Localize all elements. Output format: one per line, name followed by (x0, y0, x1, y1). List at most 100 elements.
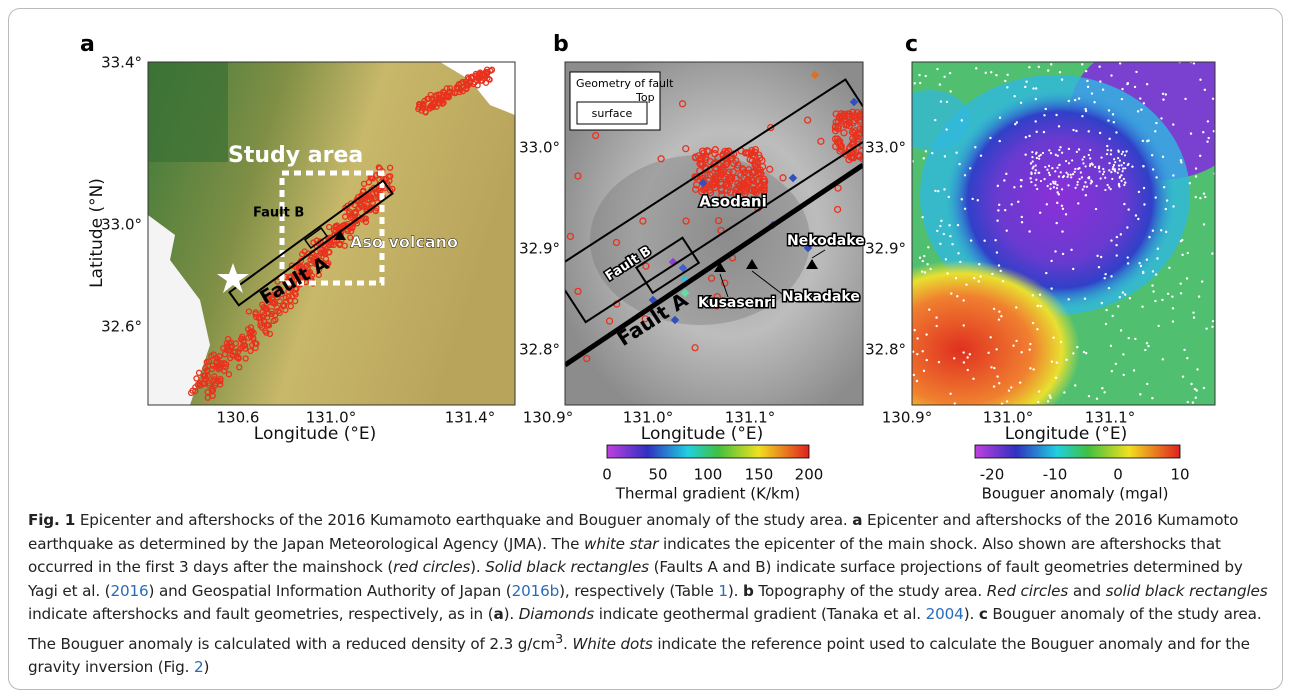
reference-dot (978, 263, 980, 265)
caption-text: a (493, 605, 503, 623)
caption-text: Red circles (987, 582, 1068, 600)
reference-dot (1108, 109, 1110, 111)
reference-dot (1089, 157, 1091, 159)
reference-dot (1123, 203, 1125, 205)
reference-dot (1088, 154, 1090, 156)
reference-dot (935, 316, 937, 318)
citation-link[interactable]: 2004 (926, 605, 964, 623)
reference-dot (1015, 306, 1017, 308)
reference-dot (1146, 342, 1148, 344)
reference-dot (1198, 295, 1200, 297)
reference-dot (1117, 305, 1119, 307)
reference-dot (1074, 171, 1076, 173)
reference-dot (948, 196, 950, 198)
reference-dot (1061, 152, 1063, 154)
reference-dot (1112, 113, 1114, 115)
reference-dot (936, 325, 938, 327)
reference-dot (1152, 270, 1154, 272)
reference-dot (1199, 197, 1201, 199)
citation-link[interactable]: 2016b (512, 582, 560, 600)
reference-dot (1167, 293, 1169, 295)
y-axis-label: Latitude (°N) (87, 178, 107, 288)
reference-dot (1025, 136, 1027, 138)
reference-dot (1078, 97, 1080, 99)
reference-dot (1028, 66, 1030, 68)
reference-dot (1043, 178, 1045, 180)
y-tick-label: 33.0° (519, 139, 560, 157)
reference-dot (1107, 149, 1109, 151)
reference-dot (1120, 233, 1122, 235)
reference-dot (937, 190, 939, 192)
reference-dot (962, 299, 964, 301)
reference-dot (1024, 86, 1026, 88)
reference-dot (1044, 166, 1046, 168)
reference-dot (1076, 151, 1078, 153)
reference-dot (962, 351, 964, 353)
reference-dot (1031, 156, 1033, 158)
reference-dot (955, 152, 957, 154)
reference-dot (996, 251, 998, 253)
citation-link[interactable]: 2016 (110, 582, 148, 600)
reference-dot (1110, 171, 1112, 173)
map-annotation: Aso volcano (350, 233, 458, 252)
reference-dot (1211, 252, 1213, 254)
reference-dot (1117, 172, 1119, 174)
reference-dot (1172, 307, 1174, 309)
x-axis-label: Longitude (°E) (1005, 424, 1127, 444)
reference-dot (1028, 230, 1030, 232)
colorbar-tick-label: 0 (1113, 466, 1123, 484)
reference-dot (925, 333, 927, 335)
reference-dot (1055, 154, 1057, 156)
reference-dot (1055, 114, 1057, 116)
reference-dot (1003, 179, 1005, 181)
reference-dot (1211, 326, 1213, 328)
reference-dot (1088, 130, 1090, 132)
reference-dot (993, 308, 995, 310)
caption-text: Epicenter and aftershocks of the 2016 Ku… (75, 511, 852, 529)
reference-dot (1085, 194, 1087, 196)
x-axis-label: Longitude (°E) (254, 424, 376, 444)
reference-dot (1050, 287, 1052, 289)
table-link[interactable]: 1 (718, 582, 728, 600)
reference-dot (1060, 171, 1062, 173)
colorbar-tick-label: -20 (980, 466, 1005, 484)
reference-dot (974, 146, 976, 148)
reference-dot (1086, 186, 1088, 188)
reference-dot (993, 367, 995, 369)
reference-dot (957, 224, 959, 226)
reference-dot (1006, 86, 1008, 88)
reference-dot (1139, 97, 1141, 99)
reference-dot (1019, 381, 1021, 383)
caption-text: Solid black rectangles (485, 558, 649, 576)
figure: a 33.4° 33.0° 32.6° 130.6 131.0° 131.4° … (0, 0, 1293, 505)
reference-dot (965, 283, 967, 285)
reference-dot (1088, 176, 1090, 178)
reference-dot (1162, 93, 1164, 95)
reference-dot (1085, 70, 1087, 72)
reference-dot (1195, 396, 1197, 398)
reference-dot (1134, 86, 1136, 88)
reference-dot (1067, 184, 1069, 186)
reference-dot (1093, 101, 1095, 103)
reference-dot (943, 76, 945, 78)
reference-dot (997, 185, 999, 187)
caption-text: indicate geothermal gradient (Tanaka et … (594, 605, 926, 623)
caption-text: ) and Geospatial Information Authority o… (149, 582, 512, 600)
reference-dot (1032, 160, 1034, 162)
reference-dot (1078, 148, 1080, 150)
reference-dot (1056, 361, 1058, 363)
reference-dot (999, 140, 1001, 142)
reference-dot (1205, 327, 1207, 329)
reference-dot (1160, 229, 1162, 231)
reference-dot (922, 350, 924, 352)
reference-dot (1039, 305, 1041, 307)
reference-dot (1052, 181, 1054, 183)
reference-dot (1117, 149, 1119, 151)
reference-dot (1114, 161, 1116, 163)
reference-dot (1067, 174, 1069, 176)
reference-dot (1038, 155, 1040, 157)
reference-dot (1082, 162, 1084, 164)
reference-dot (1203, 387, 1205, 389)
reference-dot (1038, 66, 1040, 68)
reference-dot (1110, 345, 1112, 347)
